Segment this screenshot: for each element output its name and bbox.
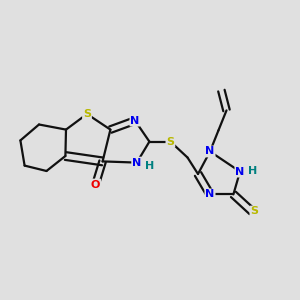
- Text: N: N: [132, 158, 141, 168]
- Text: S: S: [250, 206, 258, 217]
- Text: S: S: [167, 136, 174, 147]
- Text: H: H: [248, 166, 257, 176]
- Text: S: S: [83, 109, 91, 119]
- Text: N: N: [130, 116, 140, 126]
- Text: H: H: [145, 160, 154, 171]
- Text: N: N: [206, 189, 214, 200]
- Text: N: N: [236, 167, 244, 177]
- Text: N: N: [206, 146, 214, 157]
- Text: O: O: [91, 179, 100, 190]
